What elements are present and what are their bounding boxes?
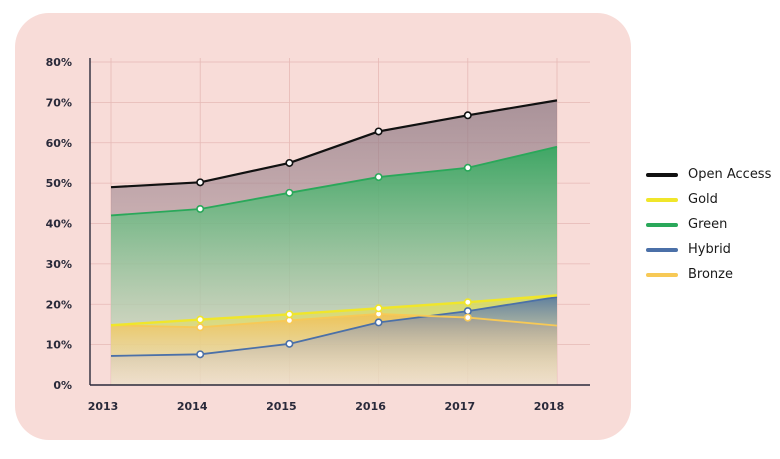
y-tick-label: 60%: [46, 137, 72, 150]
open-access-point: [196, 178, 205, 187]
legend-swatch: [646, 272, 678, 277]
hybrid-area: [111, 296, 557, 385]
y-tick-label: 0%: [53, 379, 72, 392]
legend-swatch: [646, 197, 678, 202]
gold-point: [374, 304, 383, 313]
y-tick-label: 30%: [46, 258, 72, 271]
legend-item-hybrid: Hybrid: [646, 237, 771, 262]
x-tick-label: 2013: [88, 400, 119, 413]
gold-point: [196, 315, 205, 324]
gold-point: [285, 310, 294, 319]
x-tick-label: 2018: [534, 400, 565, 413]
gold-line: [110, 294, 558, 327]
open-access-line: [110, 99, 558, 189]
y-tick-label: 40%: [46, 218, 72, 231]
legend-item-bronze: Bronze: [646, 262, 771, 287]
legend-label: Bronze: [688, 267, 733, 282]
hybrid-line: [110, 296, 558, 357]
y-tick-label: 10%: [46, 339, 72, 352]
y-tick-label: 80%: [46, 56, 72, 69]
legend-item-open-access: Open Access: [646, 162, 771, 187]
green-point: [196, 204, 205, 213]
hybrid-point: [285, 339, 294, 348]
bronze-point: [463, 313, 472, 322]
legend: Open Access Gold Green Hybrid Bronze: [646, 162, 771, 287]
hybrid-point: [463, 307, 472, 316]
legend-item-green: Green: [646, 212, 771, 237]
legend-swatch: [646, 222, 678, 227]
x-tick-label: 2015: [266, 400, 297, 413]
y-tick-label: 70%: [46, 96, 72, 109]
y-tick-label: 50%: [46, 177, 72, 190]
open-access-point: [285, 158, 294, 167]
green-point: [374, 173, 383, 182]
legend-label: Hybrid: [688, 242, 731, 257]
hybrid-point: [196, 350, 205, 359]
y-tick-label: 20%: [46, 298, 72, 311]
gold-point: [463, 298, 472, 307]
legend-label: Open Access: [688, 167, 772, 182]
open-access-point: [374, 127, 383, 136]
green-point: [463, 163, 472, 172]
x-tick-label: 2016: [355, 400, 386, 413]
legend-label: Green: [688, 217, 728, 232]
bronze-point: [196, 323, 205, 332]
x-tick-label: 2017: [444, 400, 475, 413]
open-access-point: [463, 111, 472, 120]
legend-swatch: [646, 172, 678, 177]
legend-label: Gold: [688, 192, 718, 207]
x-tick-label: 2014: [177, 400, 208, 413]
green-point: [285, 188, 294, 197]
green-line: [110, 145, 558, 217]
legend-item-gold: Gold: [646, 187, 771, 212]
legend-swatch: [646, 247, 678, 252]
hybrid-point: [374, 318, 383, 327]
bronze-line: [110, 313, 558, 329]
